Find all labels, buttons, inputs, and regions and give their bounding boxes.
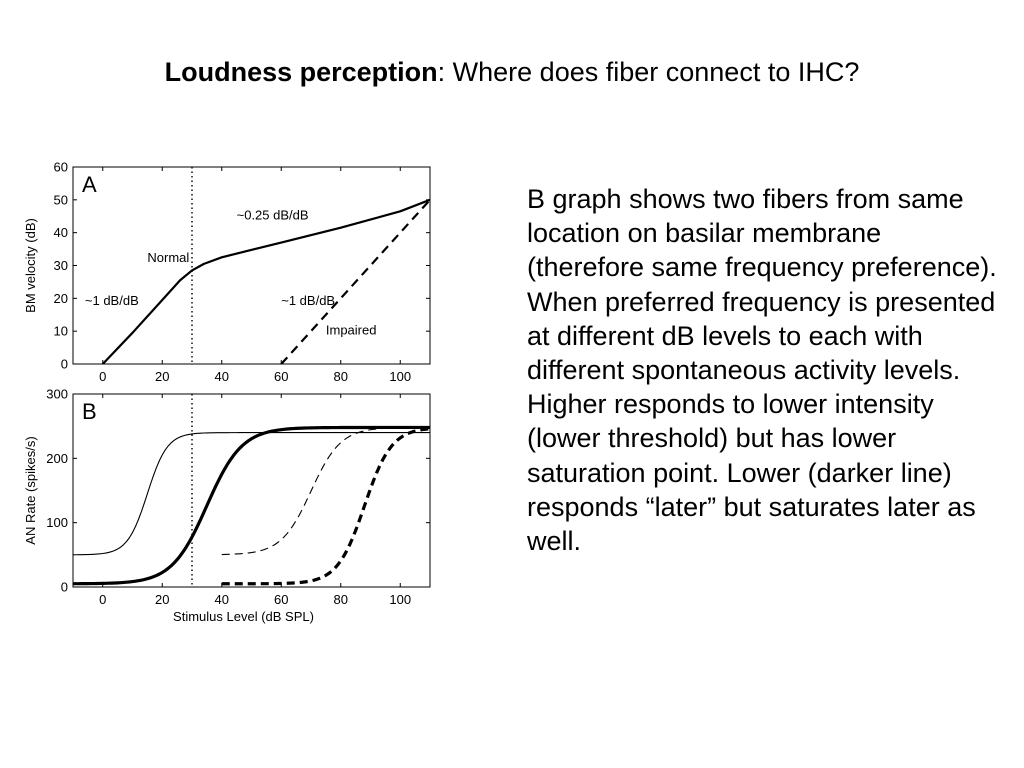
x-tick-label: 20 xyxy=(155,369,169,384)
y-axis-label: BM velocity (dB) xyxy=(23,218,38,313)
slide-title-bold: Loudness perception xyxy=(164,57,438,87)
y-tick-label: 60 xyxy=(54,160,68,175)
y-tick-label: 0 xyxy=(61,357,68,372)
x-tick-label: 60 xyxy=(274,592,288,607)
figure: 0 20 40 60 80 100 0 10 20 30 40 50 60 A BM velocity (d… xyxy=(20,150,465,640)
annotation: ~0.25 dB/dB xyxy=(237,208,309,223)
x-tick-label: 80 xyxy=(334,592,348,607)
annotation: Normal xyxy=(147,250,189,265)
chart-panel-a: 0 20 40 60 80 100 0 10 20 30 40 50 60 A BM velocity (d… xyxy=(23,160,431,384)
series-line-solid xyxy=(101,198,430,364)
x-tick-label: 100 xyxy=(389,592,411,607)
y-tick-label: 100 xyxy=(46,515,68,530)
x-tick-label: 0 xyxy=(99,369,106,384)
y-tick-label: 30 xyxy=(54,258,68,273)
x-tick-label: 0 xyxy=(99,592,106,607)
y-tick-label: 40 xyxy=(54,225,68,240)
series-line-dashed xyxy=(280,199,430,364)
y-tick-label: 10 xyxy=(54,324,68,339)
x-tick-label: 80 xyxy=(334,369,348,384)
chart-figure: 0 20 40 60 80 100 0 10 20 30 40 50 60 A BM velocity (d… xyxy=(23,160,431,624)
series-line-thick-solid xyxy=(73,425,430,586)
series-line-thick-dashed xyxy=(221,427,430,586)
x-tick-label: 20 xyxy=(155,592,169,607)
panel-letter: B xyxy=(82,399,97,424)
slide-title-rest: : Where does fiber connect to IHC? xyxy=(437,57,860,87)
plot-frame xyxy=(72,393,431,588)
y-axis-label: AN Rate (spikes/s) xyxy=(23,436,38,544)
x-tick-label: 40 xyxy=(215,592,229,607)
annotation: ~1 dB/dB xyxy=(85,293,139,308)
y-tick-label: 300 xyxy=(46,387,68,402)
series-line-thin-dashed xyxy=(221,426,430,556)
annotation: Impaired xyxy=(326,322,377,337)
x-axis-label: Stimulus Level (dB SPL) xyxy=(173,609,314,624)
y-tick-label: 200 xyxy=(46,451,68,466)
body-text: B graph shows two fibers from same locat… xyxy=(527,184,997,557)
x-tick-label: 100 xyxy=(389,369,411,384)
x-tick-label: 40 xyxy=(215,369,229,384)
y-tick-label: 20 xyxy=(54,291,68,306)
annotation: ~1 dB/dB xyxy=(281,293,335,308)
slide-title: Loudness perception: Where does fiber co… xyxy=(0,52,1024,92)
y-tick-label: 50 xyxy=(54,192,68,207)
chart-panel-b: 0 20 40 60 80 100 0 100 200 300 B AN Rate (spikes/s… xyxy=(23,387,431,624)
y-tick-label: 0 xyxy=(61,580,68,595)
panel-letter: A xyxy=(82,172,97,197)
x-tick-label: 60 xyxy=(274,369,288,384)
series-line-thin-solid xyxy=(73,432,430,556)
